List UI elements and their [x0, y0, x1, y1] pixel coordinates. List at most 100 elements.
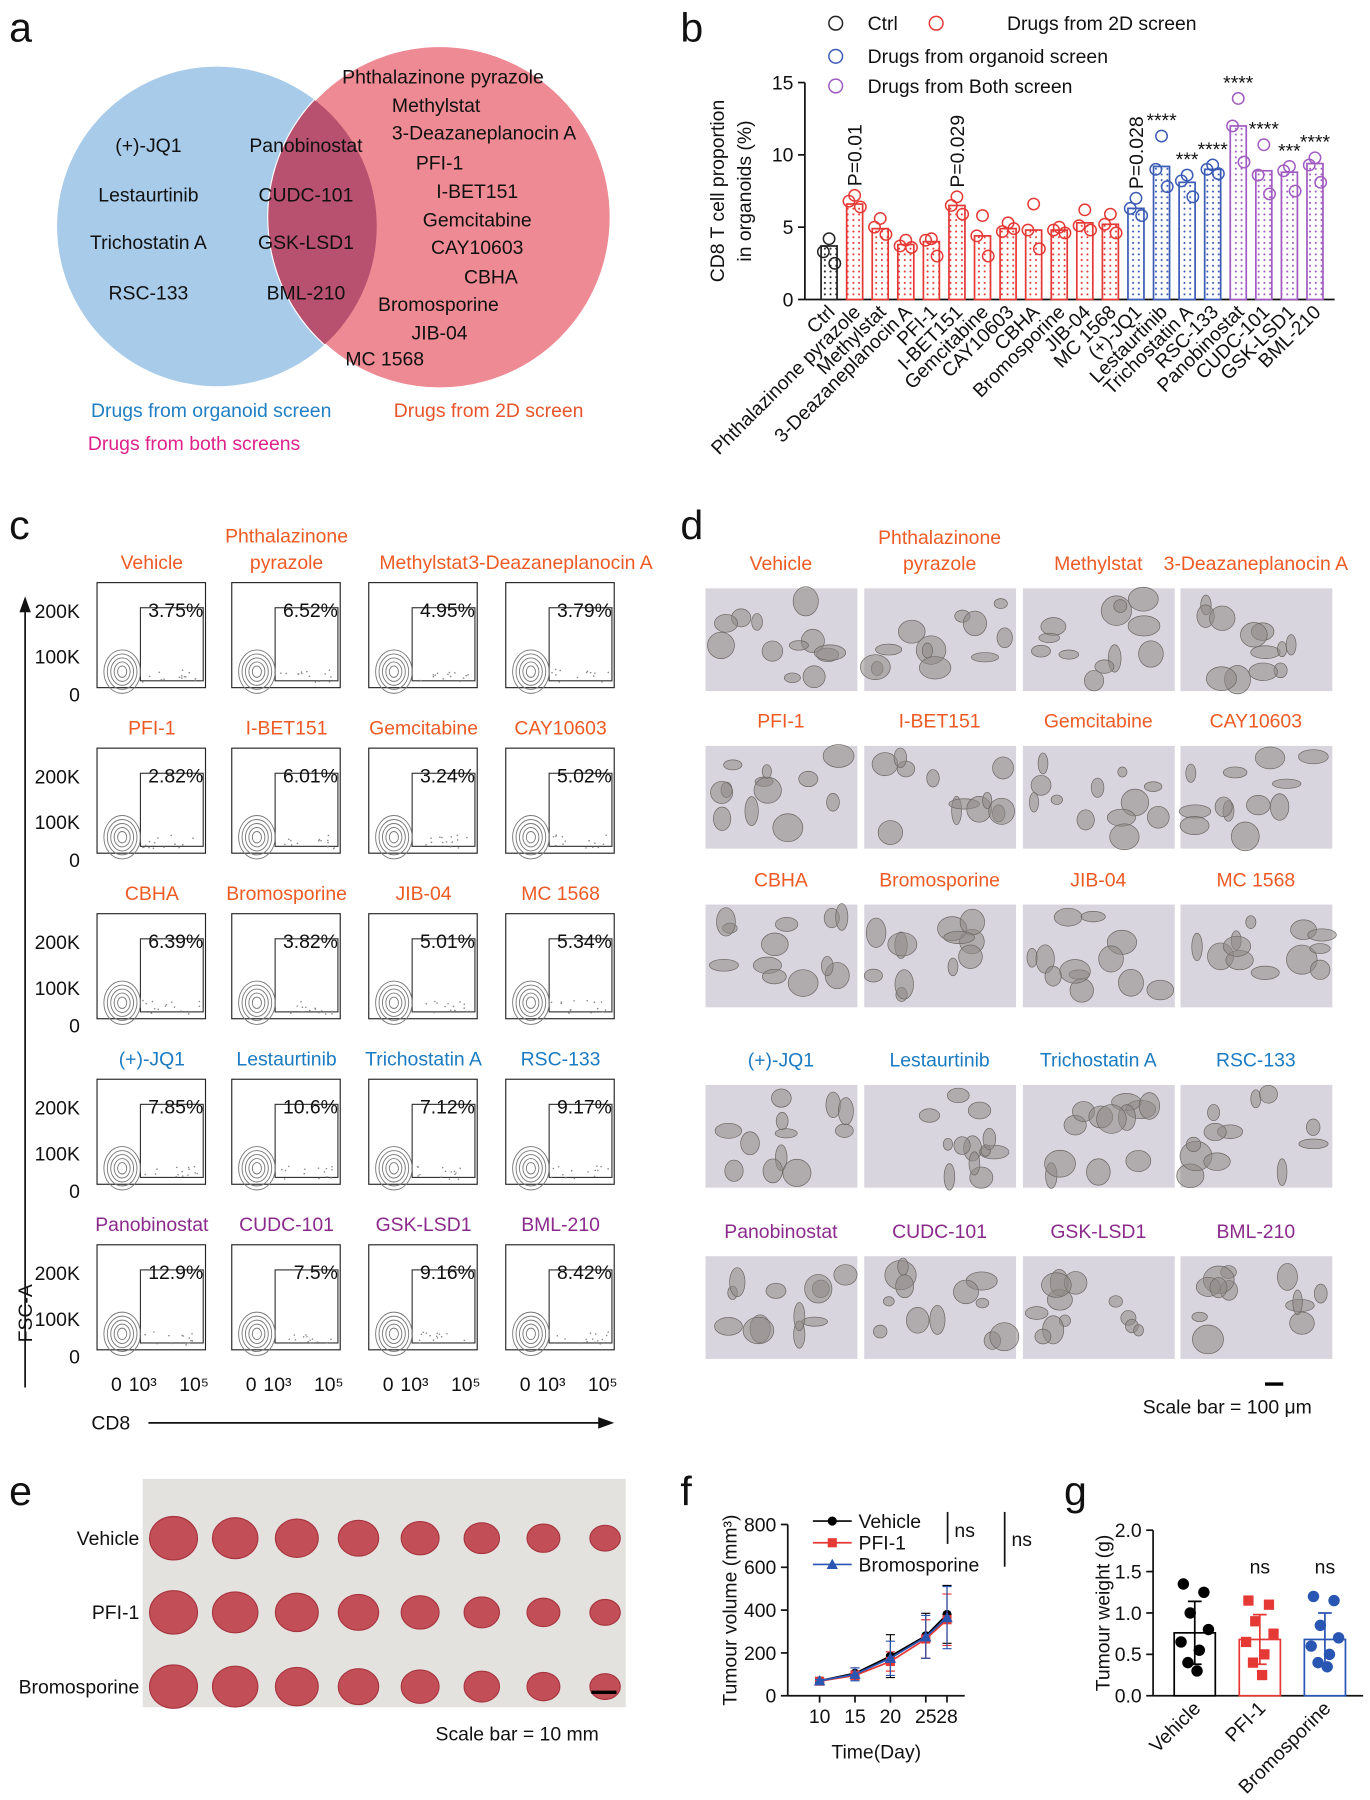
- event: [560, 1001, 563, 1003]
- event: [284, 1169, 287, 1172]
- event: [321, 1010, 323, 1012]
- organoid: [894, 969, 914, 1000]
- event: [562, 843, 564, 845]
- gate: [411, 938, 476, 1013]
- contour: [241, 819, 273, 856]
- contour: [248, 1158, 266, 1179]
- event: [463, 1339, 466, 1342]
- contour: [375, 649, 413, 694]
- organoid: [1118, 968, 1144, 997]
- gate: [274, 1269, 339, 1344]
- data-point: [1305, 1640, 1317, 1652]
- event: [605, 1334, 608, 1337]
- venn-item: Panobinostat: [249, 135, 363, 157]
- organoid: [1270, 793, 1290, 821]
- event: [188, 671, 191, 674]
- organoid: [875, 643, 903, 656]
- contour: [519, 988, 543, 1017]
- y-tick-label: 200K: [35, 767, 80, 789]
- contour: [251, 665, 262, 678]
- organoid: [801, 1316, 828, 1327]
- event: [562, 1173, 564, 1176]
- scale-bar-label: Scale bar = 10 mm: [436, 1723, 599, 1745]
- error-bar: [1187, 1600, 1202, 1666]
- event: [187, 1166, 190, 1169]
- contour: [522, 827, 540, 848]
- y-tick-label: 600: [744, 1557, 777, 1579]
- flow-plot: [505, 747, 615, 854]
- event: [153, 1007, 156, 1010]
- organoid: [953, 1279, 979, 1305]
- organoid: [1094, 659, 1115, 674]
- bar: [973, 234, 992, 301]
- contour: [378, 1150, 410, 1187]
- event: [318, 1177, 320, 1180]
- x-tick-label: 25: [915, 1706, 937, 1728]
- gate-percent: 9.16%: [420, 1262, 475, 1284]
- event: [301, 1011, 304, 1013]
- event: [419, 1342, 421, 1344]
- contour: [110, 1319, 135, 1348]
- organoid: [1098, 945, 1124, 973]
- contour: [238, 649, 276, 694]
- organoid: [707, 631, 735, 659]
- organoid: [1127, 586, 1159, 612]
- event: [290, 839, 292, 842]
- tumour: [211, 1665, 259, 1708]
- organoid: [1250, 965, 1280, 980]
- organoid: [710, 780, 734, 804]
- contour: [248, 827, 266, 848]
- event: [331, 1169, 333, 1171]
- contour: [515, 819, 547, 856]
- significance: ***: [1278, 140, 1301, 162]
- event: [316, 1341, 319, 1343]
- organoid: [1024, 1306, 1049, 1320]
- x-tick-label: 10⁵: [451, 1374, 481, 1396]
- contour: [106, 1315, 138, 1352]
- tumour: [589, 1673, 621, 1701]
- event: [188, 1013, 190, 1015]
- event: [458, 680, 461, 683]
- organoid: [1222, 766, 1248, 779]
- event: [144, 844, 147, 847]
- organoid: [906, 1307, 930, 1334]
- event: [302, 1336, 305, 1338]
- organoid: [1209, 605, 1236, 631]
- legend-marker: [828, 78, 844, 94]
- event: [194, 678, 197, 680]
- event: [448, 1178, 451, 1181]
- event: [436, 1337, 439, 1339]
- tumour: [148, 1515, 199, 1561]
- event: [287, 1165, 290, 1168]
- contour: [113, 661, 131, 682]
- organoid: [959, 908, 985, 936]
- event: [593, 1341, 596, 1344]
- organoid: [988, 797, 1015, 825]
- row-label: Bromosporine: [19, 1676, 140, 1698]
- drug-label: Lestaurtinib: [236, 1049, 336, 1071]
- flow-plot: [368, 1078, 478, 1185]
- contour: [385, 992, 403, 1013]
- gate: [548, 607, 613, 682]
- event: [144, 1333, 146, 1336]
- data-point: [879, 227, 893, 241]
- panel-label: c: [9, 502, 30, 548]
- event: [328, 669, 331, 671]
- organoid: [1231, 821, 1260, 852]
- event: [317, 1167, 320, 1169]
- contour: [378, 1315, 410, 1352]
- gate-percent: 9.17%: [557, 1096, 612, 1118]
- y-tick-label: 100K: [35, 978, 80, 1000]
- event: [456, 834, 459, 837]
- organoid: [992, 756, 1014, 780]
- contour: [525, 1327, 536, 1340]
- organoid: [895, 1274, 914, 1299]
- contour: [251, 1327, 262, 1340]
- event: [568, 1012, 570, 1014]
- venn-legend: Drugs from both screens: [88, 433, 300, 455]
- marker: [941, 1611, 953, 1623]
- event: [164, 1005, 167, 1007]
- bar: [871, 227, 890, 301]
- event: [170, 1342, 172, 1345]
- organoid: [1203, 1123, 1227, 1141]
